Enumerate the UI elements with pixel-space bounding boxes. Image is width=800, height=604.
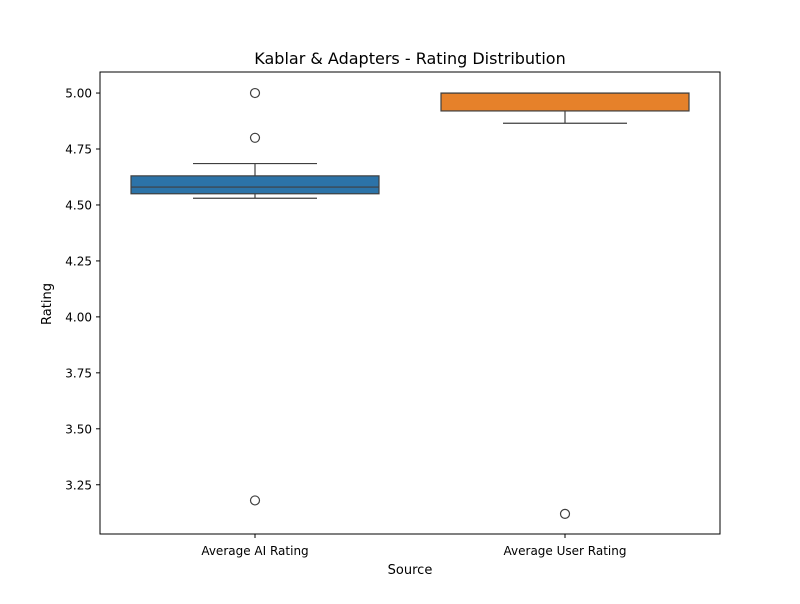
x-tick-label: Average AI Rating (201, 544, 308, 558)
plot-frame (99, 71, 721, 535)
y-tick-label: 4.25 (65, 254, 92, 268)
y-tick-label: 3.50 (65, 422, 92, 436)
x-axis-label: Source (388, 563, 433, 578)
y-axis-label: Rating (40, 283, 55, 325)
outlier-point (559, 508, 571, 519)
x-tick-label: Average User Rating (504, 544, 627, 558)
outlier-point (249, 495, 261, 506)
box-group (130, 87, 380, 506)
outlier-point (249, 87, 261, 99)
chart-title: Kablar & Adapters - Rating Distribution (254, 49, 565, 68)
y-tick-label: 4.50 (65, 198, 92, 212)
y-tick-label: 3.75 (65, 366, 92, 380)
outlier-point (249, 132, 261, 143)
y-tick-label: 4.75 (65, 143, 92, 157)
y-axis-ticks: 3.25 3.50 3.75 4.00 4.25 4.50 4.75 5.00 (65, 87, 100, 492)
iqr-box (440, 92, 690, 112)
x-axis-ticks: Average AI Rating Average User Rating (201, 534, 626, 558)
box-groups (130, 87, 690, 519)
y-tick-label: 3.25 (65, 478, 92, 492)
y-tick-label: 5.00 (65, 87, 92, 101)
iqr-box (130, 175, 380, 195)
box-group (440, 92, 690, 519)
y-tick-label: 4.00 (65, 310, 92, 324)
